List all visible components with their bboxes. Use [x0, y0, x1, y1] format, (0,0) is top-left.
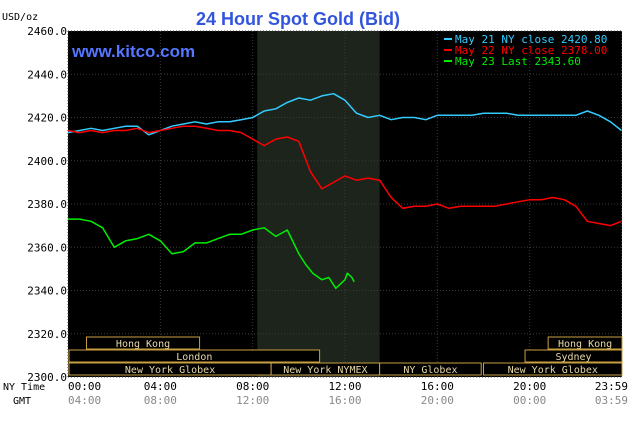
timestamp: May 23, 2024 12:24: [493, 16, 613, 29]
x-tick-label-ny: 08:00: [236, 380, 269, 393]
y-tick-label: 2340.0: [27, 285, 67, 298]
session-label: NY Globex: [403, 365, 457, 376]
x-tick-label-ny: 16:00: [421, 380, 454, 393]
session-bar: [483, 362, 623, 376]
session-label: New York NYMEX: [283, 365, 367, 376]
x-tick-label-gmt: 00:00: [513, 394, 546, 407]
session-label: Sydney: [555, 352, 591, 363]
x-tick-label-ny: 20:00: [513, 380, 546, 393]
x-tick-label-gmt: 04:00: [68, 394, 101, 407]
chart-title: 24 Hour Spot Gold (Bid): [196, 9, 400, 29]
legend: May 21 NY close 2420.80 May 22 NY close …: [444, 33, 607, 68]
session-label: London: [176, 352, 212, 363]
y-tick-label: 2300.0: [27, 371, 67, 384]
units-label: USD/oz: [2, 12, 38, 23]
session-bar: [68, 349, 321, 363]
watermark: www.kitco.com: [71, 42, 195, 61]
gmt-row-label: GMT: [13, 396, 31, 407]
market-sessions: Hong Kong London New York Globex New York N…: [68, 336, 623, 376]
x-tick-label-gmt: 20:00: [421, 394, 454, 407]
session-label: New York Globex: [125, 365, 215, 376]
session-label: New York Globex: [508, 365, 598, 376]
y-tick-label: 2420.0: [27, 112, 67, 125]
y-tick-label: 2440.0: [27, 68, 67, 81]
x-tick-label-gmt: 08:00: [144, 394, 177, 407]
x-tick-label-ny: 23:59: [595, 380, 628, 393]
grid-lines: [67, 30, 623, 378]
x-tick-label-ny: 12:00: [328, 380, 361, 393]
series-line-2: [68, 218, 355, 290]
session-bar: [547, 336, 623, 350]
series-line-1: [67, 125, 622, 227]
legend-may22-label: May 22 NY close 2378.00: [455, 44, 607, 57]
x-tick-label-gmt: 16:00: [328, 394, 361, 407]
ny-time-row-label: NY Time: [3, 382, 45, 393]
session-label: Hong Kong: [558, 339, 612, 350]
y-tick-label: 2380.0: [27, 198, 67, 211]
y-tick-label: 2460.0: [27, 25, 67, 38]
y-tick-label: 2320.0: [27, 328, 67, 341]
y-axis: 2460.0 2440.0 2420.0 2400.0 2380.0 2360.0 2340…: [27, 25, 67, 384]
session-bar: [524, 349, 623, 363]
x-tick-label-ny: 00:00: [68, 380, 101, 393]
x-tick-label-gmt: 12:00: [236, 394, 269, 407]
session-bar: [379, 362, 482, 376]
session-label: Hong Kong: [116, 339, 170, 350]
y-tick-label: 2360.0: [27, 241, 67, 254]
x-axis: 00:0004:0004:0008:0008:0012:0012:0016:00…: [68, 380, 628, 407]
price-series: [67, 92, 622, 290]
x-tick-label-gmt: 03:59: [595, 394, 628, 407]
legend-may21-label: May 21 NY close 2420.80: [455, 33, 607, 46]
session-bar: [85, 336, 201, 350]
x-tick-label-ny: 04:00: [144, 380, 177, 393]
legend-may23-label: May 23 Last 2343.60: [455, 55, 581, 68]
y-tick-label: 2400.0: [27, 155, 67, 168]
